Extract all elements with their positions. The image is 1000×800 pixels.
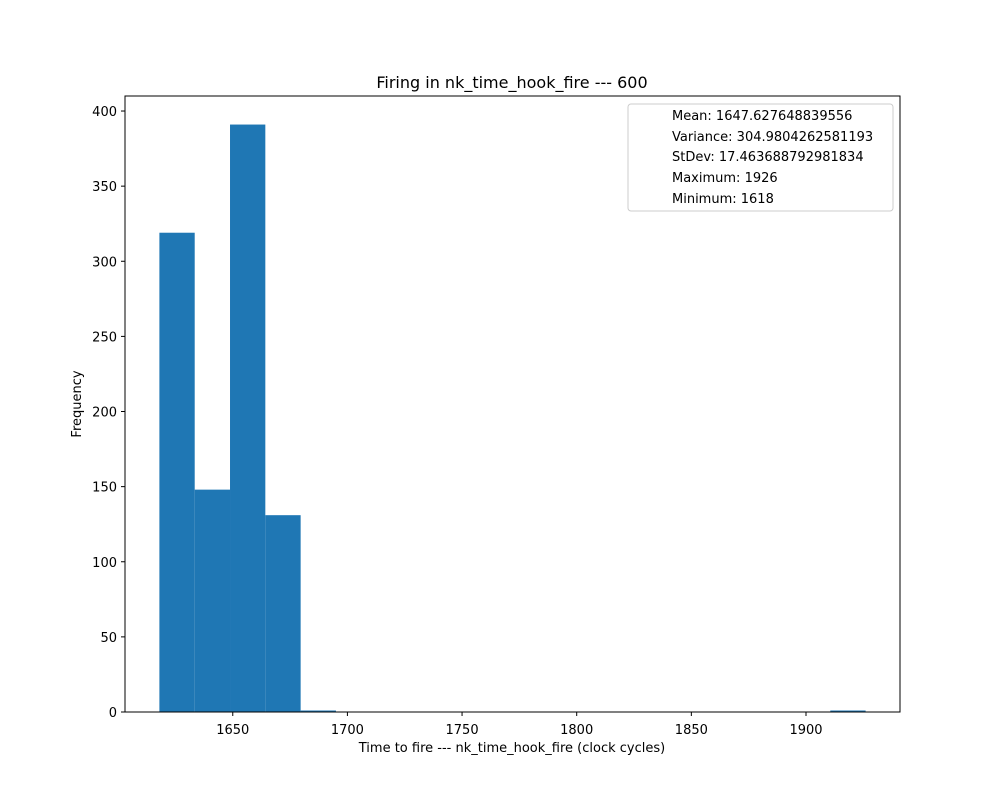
x-tick-label: 1750 [446, 723, 479, 738]
chart-title: Firing in nk_time_hook_fire --- 600 [376, 73, 647, 93]
histogram-bar [159, 232, 195, 712]
y-axis-label: Frequency [70, 370, 85, 437]
y-tick-label: 100 [92, 556, 117, 571]
y-tick-label: 0 [109, 706, 117, 721]
x-tick-label: 1650 [216, 723, 249, 738]
y-tick-label: 50 [100, 631, 117, 646]
histogram-bar [230, 124, 266, 713]
y-tick-label: 200 [92, 406, 117, 421]
x-tick-label: 1850 [675, 723, 708, 738]
bars-layer [159, 124, 866, 713]
x-axis-label: Time to fire --- nk_time_hook_fire (cloc… [358, 741, 665, 756]
legend-box [627, 103, 894, 212]
axes-frame [124, 95, 901, 713]
y-tick-label: 350 [92, 180, 117, 195]
y-tick-label: 150 [92, 481, 117, 496]
x-tick-label: 1800 [560, 723, 593, 738]
legend-entry-mean: Mean: 1647.627648839556 [672, 109, 852, 124]
histogram-bar [830, 710, 866, 712]
plot-area: 1650 1700 1750 1800 1850 1900 0 50 100 150 200 250 3… [92, 95, 901, 738]
legend: Mean: 1647.627648839556 Variance: 304.98… [627, 103, 894, 212]
x-tick-label: 1900 [789, 723, 822, 738]
histogram-bar [265, 515, 301, 712]
legend-entry-variance: Variance: 304.9804262581193 [672, 130, 873, 145]
legend-entry-stdev: StDev: 17.463688792981834 [672, 150, 864, 165]
y-tick-label: 300 [92, 255, 117, 270]
legend-entry-minimum: Minimum: 1618 [672, 192, 774, 207]
y-tick-label: 250 [92, 330, 117, 345]
histogram-bar [300, 710, 336, 712]
ticks-layer: 1650 1700 1750 1800 1850 1900 0 50 100 150 200 250 3… [92, 105, 822, 738]
x-tick-label: 1700 [331, 723, 364, 738]
legend-entry-maximum: Maximum: 1926 [672, 171, 778, 186]
histogram-bar [194, 489, 231, 712]
y-tick-label: 400 [92, 105, 117, 120]
